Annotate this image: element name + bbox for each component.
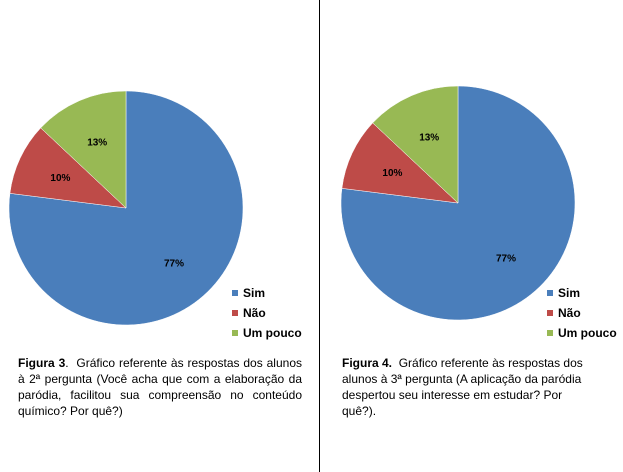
data-label-sim: 77%	[164, 258, 184, 269]
legend-item-um-pouco: Um pouco	[232, 323, 302, 343]
legend-item-sim: Sim	[232, 283, 302, 303]
legend-figure-4: Sim Não Um pouco	[547, 283, 617, 343]
figure-4-panel: 77% 10% 13% Sim Não Um pouco Figura 4. Grá…	[322, 0, 623, 472]
pie-slice-nao	[9, 127, 127, 209]
legend-label-nao: Não	[558, 306, 581, 320]
figure-3-title: Figura 3	[18, 356, 66, 370]
swatch-um-pouco	[232, 330, 238, 336]
pie-slice-um-pouco	[40, 90, 127, 209]
legend-label-um-pouco: Um pouco	[558, 326, 617, 340]
legend-item-nao: Não	[547, 303, 617, 323]
pie-slice-um-pouco	[372, 85, 459, 204]
figure-4-title: Figura 4.	[342, 356, 393, 370]
legend-label-nao: Não	[243, 306, 266, 320]
figure-3-separator: .	[65, 356, 69, 370]
legend-label-um-pouco: Um pouco	[243, 326, 302, 340]
legend-item-sim: Sim	[547, 283, 617, 303]
figure-4-caption: Figura 4. Gráfico referente às respostas…	[342, 355, 592, 419]
pie-chart-figure-4: 77% 10% 13%	[340, 85, 576, 321]
swatch-um-pouco	[547, 330, 553, 336]
panel-divider	[319, 0, 320, 472]
swatch-sim	[547, 290, 553, 296]
swatch-sim	[232, 290, 238, 296]
legend-item-um-pouco: Um pouco	[547, 323, 617, 343]
data-label-um-pouco: 13%	[87, 137, 107, 148]
legend-item-nao: Não	[232, 303, 302, 323]
figure-4-caption-text: Gráfico referente às respostas dos aluno…	[342, 356, 583, 418]
figure-3-caption-text: Gráfico referente às respostas dos aluno…	[18, 356, 302, 418]
figure-3-caption: Figura 3. Gráfico referente às respostas…	[18, 355, 302, 419]
data-label-um-pouco: 13%	[419, 132, 439, 143]
swatch-nao	[547, 310, 553, 316]
legend-figure-3: Sim Não Um pouco	[232, 283, 302, 343]
data-label-nao: 10%	[50, 173, 70, 184]
data-label-nao: 10%	[382, 168, 402, 179]
figure-3-panel: 77% 10% 13% Sim Não Um pouco Figura 3. Grá…	[8, 90, 302, 419]
legend-label-sim: Sim	[243, 286, 266, 300]
swatch-nao	[232, 310, 238, 316]
pie-chart-figure-3: 77% 10% 13%	[8, 90, 244, 326]
legend-label-sim: Sim	[558, 286, 581, 300]
data-label-sim: 77%	[496, 253, 516, 264]
pie-slice-nao	[341, 122, 459, 204]
